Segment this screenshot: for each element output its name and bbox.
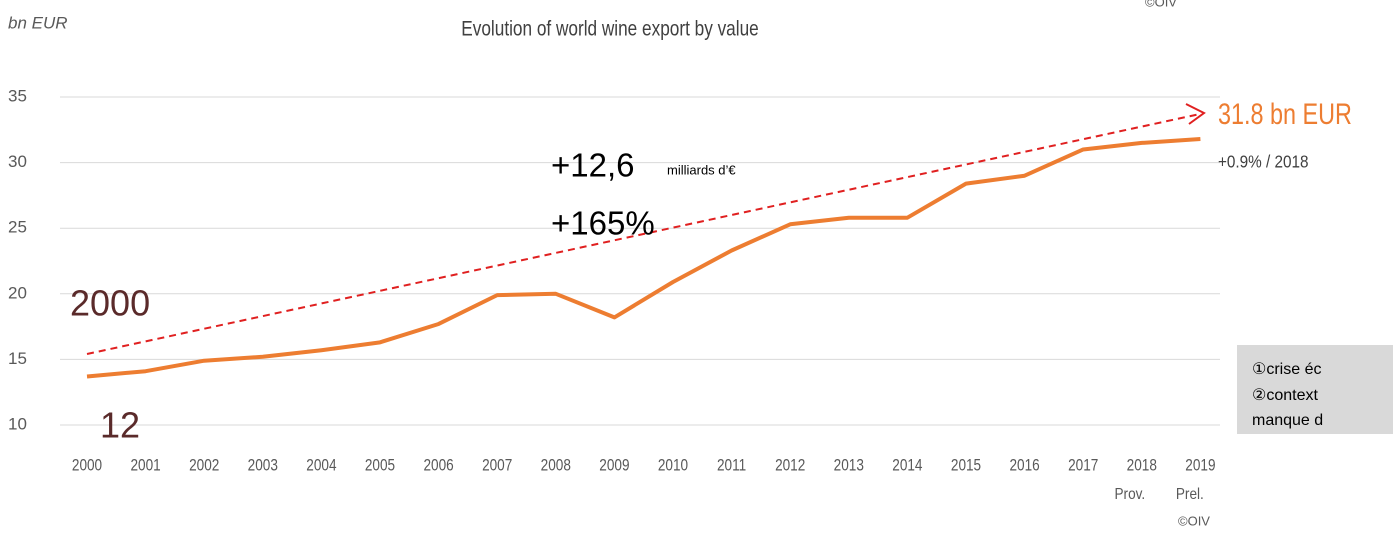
x-tick-label: 2000	[72, 456, 102, 475]
y-tick-label: 20	[8, 283, 27, 302]
x-tick-label: 2013	[834, 456, 864, 475]
y-tick-label: 25	[8, 218, 27, 237]
last-change-label: +0.9% / 2018	[1218, 152, 1309, 172]
x-tick-label: 2009	[599, 456, 629, 475]
copyright: ©OIV	[1145, 0, 1177, 9]
gain-label: +12,6	[551, 147, 635, 184]
gain-unit: milliards d’€	[667, 162, 736, 177]
x-tick-note: Prov.	[1115, 486, 1146, 503]
chart-title: Evolution of world wine export by value	[461, 18, 758, 41]
x-tick-label: 2008	[541, 456, 571, 475]
start-year: 2000	[70, 283, 150, 324]
trend-arrow	[86, 113, 1201, 355]
y-axis-label: bn EUR	[8, 13, 68, 32]
start-value: 12	[100, 405, 140, 446]
y-tick-label: 30	[8, 152, 27, 171]
x-tick-label: 2016	[1009, 456, 1039, 475]
x-tick-note: Prel.	[1176, 486, 1204, 503]
y-tick-label: 15	[8, 349, 27, 368]
x-tick-label: 2019	[1185, 456, 1215, 475]
x-tick-label: 2003	[248, 456, 278, 475]
x-tick-label: 2007	[482, 456, 512, 475]
note: ②context	[1252, 387, 1318, 404]
x-tick-label: 2005	[365, 456, 395, 475]
x-tick-label: 2014	[892, 456, 923, 475]
x-tick-label: 2002	[189, 456, 219, 475]
copyright: ©OIV	[1178, 513, 1210, 528]
x-tick-label: 2012	[775, 456, 805, 475]
x-tick-label: 2010	[658, 456, 688, 475]
x-tick-label: 2017	[1068, 456, 1098, 475]
last-value-label: 31.8 bn EUR	[1218, 97, 1352, 130]
y-tick-label: 35	[8, 86, 27, 105]
x-tick-label: 2006	[423, 456, 453, 475]
note: ①crise éc	[1252, 361, 1321, 378]
y-tick-label: 10	[8, 414, 27, 433]
x-tick-label: 2004	[306, 456, 337, 475]
note: manque d	[1252, 412, 1323, 429]
gain-pct: +165%	[551, 205, 655, 242]
data-line	[86, 136, 1201, 379]
x-tick-label: 2001	[130, 456, 160, 475]
x-tick-label: 2018	[1127, 456, 1157, 475]
note-box	[1237, 345, 1393, 434]
arrow-head	[1185, 103, 1206, 125]
x-tick-label: 2011	[717, 456, 746, 475]
x-tick-label: 2015	[951, 456, 981, 475]
